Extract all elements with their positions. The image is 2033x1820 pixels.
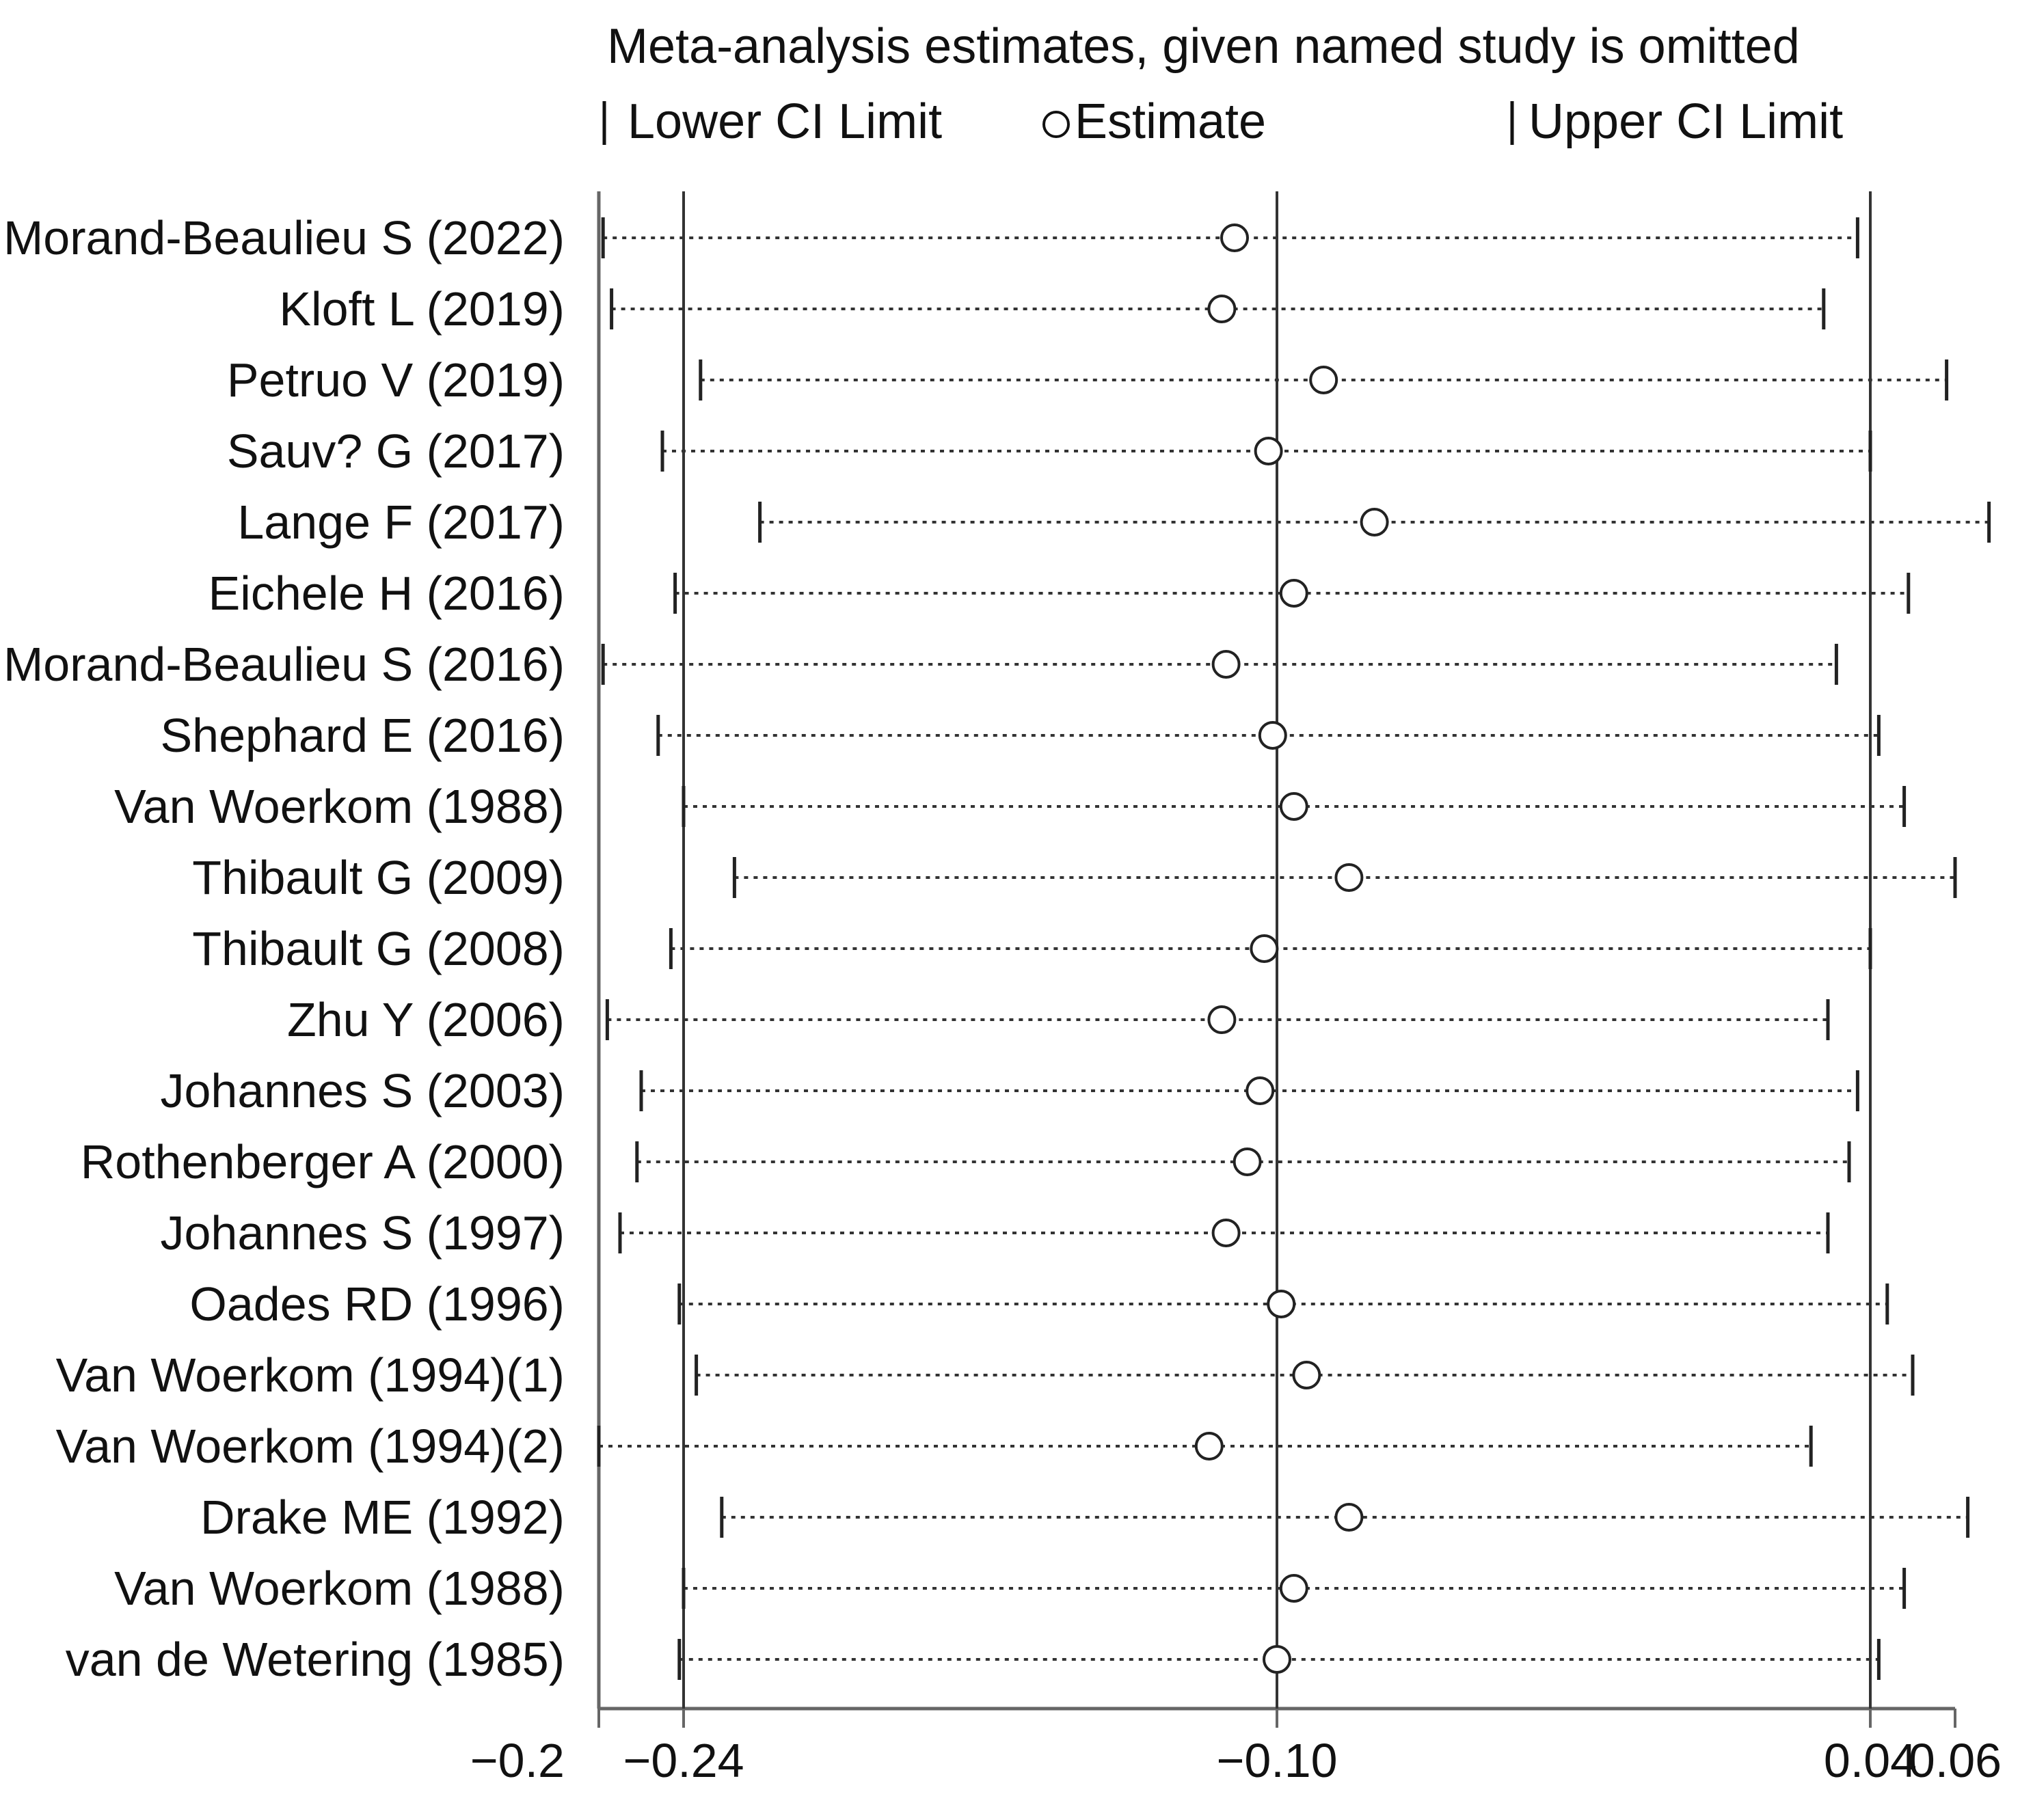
estimate-point [1194,1432,1224,1461]
study-label: Kloft L (2019) [279,282,565,336]
study-label: Oades RD (1996) [189,1277,565,1331]
study-row: Van Woerkom (1994)(2) [56,1420,1813,1473]
x-tick-label: −0.2 [470,1734,565,1787]
estimate-point [1334,863,1364,892]
study-label: Shephard E (2016) [160,709,565,762]
study-row: Oades RD (1996) [189,1277,1889,1331]
study-label: Drake ME (1992) [200,1491,565,1544]
estimate-point [1246,1076,1275,1105]
estimate-point [1220,223,1249,252]
study-row: Thibault G (2008) [192,922,1872,975]
study-row: Morand-Beaulieu S (2016) [3,638,1838,691]
estimate-point [1279,579,1308,608]
study-row: Johannes S (2003) [160,1064,1859,1117]
estimate-point [1292,1361,1321,1389]
study-row: Rothenberger A (2000) [81,1135,1851,1189]
study-row: Shephard E (2016) [160,709,1881,762]
x-tick-label: 0.06 [1909,1734,2002,1787]
estimate-point [1309,366,1338,394]
study-label: Johannes S (1997) [160,1206,565,1260]
study-label: Zhu Y (2006) [287,993,565,1046]
study-label: Van Woerkom (1988) [114,1562,565,1615]
legend-estimate-marker [1042,111,1070,138]
estimate-point [1279,792,1308,821]
estimate-point [1250,934,1279,963]
x-tick-label: −0.24 [623,1734,744,1787]
chart-title: Meta-analysis estimates, given named stu… [607,19,1800,74]
x-tick-label: −0.10 [1216,1734,1337,1787]
chart-header: Meta-analysis estimates, given named stu… [602,19,1843,149]
estimate-point [1263,1645,1291,1674]
estimate-point [1254,437,1283,465]
study-label: Thibault G (2008) [192,922,565,975]
study-label: Morand-Beaulieu S (2016) [3,638,565,691]
estimate-point [1207,1005,1237,1034]
study-row: Drake ME (1992) [200,1491,1970,1544]
study-row: Morand-Beaulieu S (2022) [3,211,1859,264]
study-label: Rothenberger A (2000) [81,1135,565,1189]
study-row: Kloft L (2019) [279,282,1826,336]
study-row: Van Woerkom (1994)(1) [56,1348,1915,1402]
legend-lower-label: Lower CI Limit [628,94,942,149]
study-row: Van Woerkom (1988) [114,1562,1907,1615]
study-row: Zhu Y (2006) [287,993,1830,1046]
study-rows: Morand-Beaulieu S (2022) Kloft L (2019) Pe… [3,211,1991,1686]
axes: −0.2 −0.24 −0.10 0.040.06 [470,191,2002,1787]
study-label: Johannes S (2003) [160,1064,565,1117]
study-row: van de Wetering (1985) [66,1633,1881,1686]
study-label: Van Woerkom (1994)(2) [56,1420,565,1473]
study-row: Johannes S (1997) [160,1206,1830,1260]
estimate-point [1211,650,1241,679]
x-tick-label: 0.04 [1824,1734,1917,1787]
study-row: Sauv? G (2017) [227,424,1872,478]
study-row: Thibault G (2009) [192,851,1957,904]
study-label: Eichele H (2016) [208,567,565,620]
estimate-point [1279,1574,1308,1603]
estimate-point [1360,508,1389,537]
estimate-point [1334,1503,1364,1532]
legend-estimate-label: Estimate [1075,94,1266,149]
study-label: van de Wetering (1985) [66,1633,565,1686]
estimate-point [1211,1219,1241,1247]
study-row: Eichele H (2016) [208,567,1911,620]
study-label: Lange F (2017) [237,495,565,549]
study-label: Sauv? G (2017) [227,424,565,478]
study-label: Petruo V (2019) [227,353,565,407]
study-row: Van Woerkom (1988) [114,780,1907,833]
study-row: Lange F (2017) [237,495,1991,549]
legend-upper-label: Upper CI Limit [1529,94,1843,149]
study-label: Morand-Beaulieu S (2022) [3,211,565,264]
estimate-point [1233,1147,1262,1176]
study-label: Van Woerkom (1988) [114,780,565,833]
study-label: Van Woerkom (1994)(1) [56,1348,565,1402]
study-label: Thibault G (2009) [192,851,565,904]
study-row: Petruo V (2019) [227,353,1949,407]
estimate-point [1258,721,1287,750]
estimate-point [1207,295,1237,323]
estimate-point [1267,1290,1296,1318]
